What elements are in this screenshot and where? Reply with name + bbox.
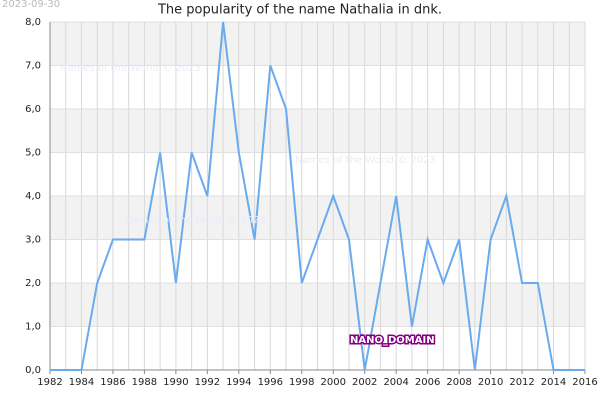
watermark: Names of the World © 2023 — [125, 215, 266, 226]
x-tick-label: 2002 — [352, 377, 377, 388]
watermark: Names of the World © 2023 — [60, 63, 201, 74]
x-tick-label: 2012 — [509, 377, 534, 388]
badge: NANO_DOMAIN — [350, 335, 435, 346]
y-tick-label: 8,0 — [25, 17, 41, 28]
x-tick-label: 2006 — [415, 377, 440, 388]
x-tick-label: 1982 — [37, 377, 62, 388]
x-tick-label: 2008 — [446, 377, 471, 388]
chart-title: The popularity of the name Nathalia in d… — [157, 3, 442, 18]
x-tick-label: 2004 — [383, 377, 408, 388]
plot-area: 0,0 1,0 2,0 3,0 4,0 5,0 6,0 7,0 8,0 1982 1984 1986 1… — [25, 17, 598, 388]
y-tick-label: 2,0 — [25, 278, 41, 289]
x-tick-label: 1998 — [289, 377, 314, 388]
x-tick-label: 1986 — [100, 377, 125, 388]
y-tick-label: 0,0 — [25, 365, 41, 376]
data-line — [50, 21, 585, 371]
x-tick-label: 1994 — [226, 377, 251, 388]
x-tick-label: 1988 — [132, 377, 157, 388]
y-tick-label: 7,0 — [25, 61, 41, 72]
x-tick-label: 1984 — [69, 377, 94, 388]
y-tick-label: 5,0 — [25, 148, 41, 159]
y-tick-label: 3,0 — [25, 235, 41, 246]
date-stamp: 2023-09-30 — [2, 0, 60, 10]
x-tick-label: 1992 — [195, 377, 220, 388]
x-tick-label: 2014 — [541, 377, 566, 388]
y-tick-label: 6,0 — [25, 104, 41, 115]
x-tick-label: 1990 — [163, 377, 188, 388]
x-tick-label: 2000 — [321, 377, 346, 388]
x-tick-label: 2010 — [478, 377, 503, 388]
x-tick-label: 1996 — [258, 377, 283, 388]
y-tick-label: 4,0 — [25, 191, 41, 202]
x-tick-label: 2016 — [572, 377, 597, 388]
y-tick-label: 1,0 — [25, 322, 41, 333]
watermark: Names of the World © 2023 — [295, 155, 436, 166]
